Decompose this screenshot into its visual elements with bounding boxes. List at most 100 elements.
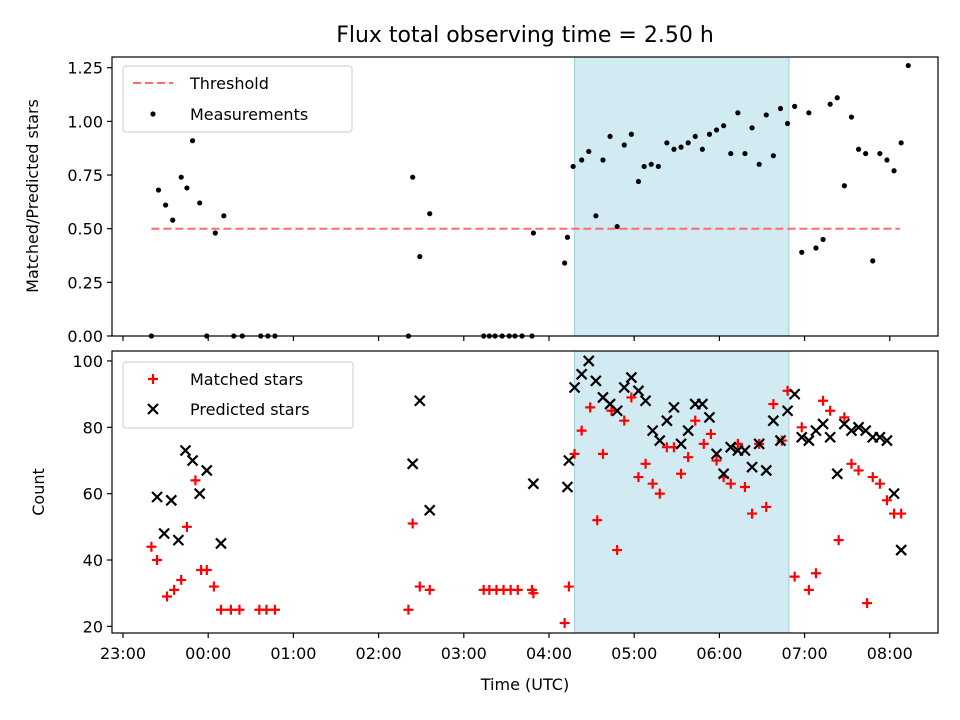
predicted-star-point (179, 444, 192, 457)
matched-star-point (261, 604, 272, 615)
measurement-point (189, 138, 196, 144)
measurement-point (820, 236, 826, 243)
matched-star-point (585, 402, 596, 413)
measurement-point (863, 150, 869, 157)
bottom-legend: Matched stars Predicted stars (122, 361, 354, 429)
measurement-point (777, 105, 784, 112)
predicted-star-point (845, 424, 858, 437)
matched-star-point (676, 468, 687, 479)
matched-star-point (563, 581, 574, 592)
matched-star-point (705, 428, 716, 439)
matched-star-point (181, 521, 192, 532)
measurement-point (806, 110, 812, 116)
measurement-point (600, 157, 606, 163)
matched-star-point (725, 478, 736, 489)
predicted-star-point (201, 464, 213, 477)
predicted-star-point (795, 431, 808, 444)
measurement-point (417, 253, 423, 260)
top-legend: Threshold Measurements (122, 65, 353, 133)
matched-star-point (407, 518, 418, 529)
predicted-star-point (888, 487, 900, 500)
matched-star-point (739, 482, 750, 493)
matched-star-point (803, 584, 814, 595)
measurement-point (655, 163, 661, 170)
measurement-point (884, 157, 890, 163)
measurement-point (898, 140, 904, 146)
measurement-point (671, 146, 677, 152)
top-y-tick-label: 0.75 (67, 166, 103, 185)
matched-star-point (190, 475, 201, 486)
x-tick-label: 02:00 (356, 644, 402, 663)
measurement-point (648, 161, 654, 167)
matched-star-point (612, 545, 623, 556)
matched-star-point (647, 478, 658, 489)
matched-star-point (626, 392, 637, 403)
predicted-star-point (668, 401, 680, 414)
predicted-star-point (710, 448, 723, 460)
matched-star-point (711, 455, 722, 466)
measurement-point (184, 185, 190, 191)
x-tick-label: 03:00 (441, 644, 487, 663)
measurement-point (197, 200, 203, 206)
measurement-point (607, 133, 613, 140)
matched-star-point (169, 584, 180, 595)
predicted-star-point (625, 371, 638, 384)
predicted-star-point (186, 454, 199, 467)
legend-predicted-label: Predicted stars (190, 400, 310, 419)
predicted-star-point (724, 441, 737, 453)
measurement-point (664, 140, 670, 146)
bottom-legend-box (122, 361, 354, 429)
matched-star-point (761, 501, 772, 512)
measurement-point (749, 125, 755, 131)
measurement-point (855, 146, 862, 152)
top-y-tick-label: 0.25 (67, 273, 103, 292)
predicted-star-point (193, 487, 206, 500)
matched-star-point (818, 395, 829, 406)
legend-matched-label: Matched stars (190, 370, 303, 389)
chart-title: Flux total observing time = 2.50 h (336, 23, 714, 48)
predicted-star-point (852, 421, 865, 434)
x-tick-label: 00:00 (185, 644, 231, 663)
matched-star-point (810, 568, 821, 579)
predicted-star-point (414, 394, 426, 407)
predicted-star-point (874, 431, 886, 444)
predicted-star-point (561, 481, 574, 493)
matched-star-point (690, 415, 701, 426)
predicted-star-point (696, 398, 709, 410)
x-axis-label: Time (UTC) (480, 675, 569, 694)
measurement-point (530, 230, 536, 236)
predicted-star-point (717, 467, 730, 480)
measurement-point (564, 234, 571, 240)
matched-star-point (528, 588, 539, 599)
x-tick-label: 08:00 (867, 644, 913, 663)
measurement-point (579, 157, 585, 163)
predicted-star-point (423, 504, 436, 517)
matched-star-point (152, 555, 163, 566)
measurement-point (427, 211, 433, 217)
measurement-point (756, 161, 762, 167)
measurement-point (713, 127, 720, 133)
matched-star-point (633, 472, 644, 483)
predicted-star-point (639, 394, 652, 407)
predicted-star-point (611, 404, 623, 417)
measurement-point (641, 163, 647, 170)
matched-star-point (839, 412, 850, 423)
matched-star-point (176, 574, 187, 585)
measurement-point (621, 142, 627, 148)
matched-star-point (606, 405, 617, 416)
measurement-point (763, 112, 769, 118)
predicted-star-point (682, 424, 694, 437)
matched-star-point (846, 458, 857, 469)
predicted-star-point (831, 467, 844, 480)
predicted-star-point (618, 381, 631, 394)
matched-star-point (424, 584, 435, 595)
matched-star-point (853, 465, 864, 476)
predicted-star-point (151, 491, 163, 503)
matched-star-point (269, 604, 280, 615)
measurement-point (792, 103, 798, 109)
predicted-star-point (824, 431, 836, 444)
x-tick-label: 06:00 (696, 644, 742, 663)
matched-star-point (592, 515, 603, 526)
bottom-y-axis-label: Count (29, 468, 48, 516)
